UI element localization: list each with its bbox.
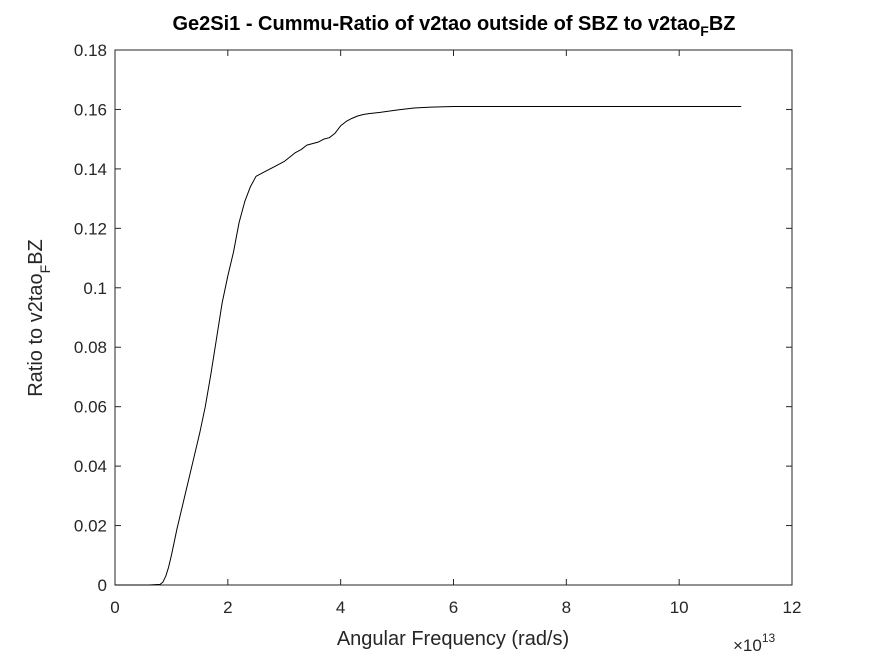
- y-axis-label-main: Ratio to v2tao: [25, 273, 47, 396]
- x-tick-label: 8: [562, 598, 571, 617]
- y-axis: 0 0.02 0.04 0.06 0.08 0.1 0.12 0.14 0.16 0.18: [74, 41, 792, 595]
- y-tick-label: 0.02: [74, 517, 107, 536]
- x-tick-label: 4: [336, 598, 345, 617]
- y-tick-label: 0.12: [74, 219, 107, 238]
- x-axis-label: Angular Frequency (rad/s): [337, 628, 569, 650]
- x-axis: 0 2 4 6 8 10 12: [110, 50, 801, 617]
- x-tick-label: 2: [223, 598, 232, 617]
- chart-title-tail: BZ: [709, 13, 736, 35]
- y-tick-label: 0.14: [74, 160, 107, 179]
- series-layer: [115, 105, 742, 586]
- y-tick-label: 0: [98, 576, 107, 595]
- y-tick-label: 0.18: [74, 41, 107, 60]
- x-exponent-base: ×10: [733, 636, 762, 655]
- chart-title-main: Ge2Si1 - Cummu-Ratio of v2tao outside of…: [172, 13, 700, 35]
- y-tick-label: 0.08: [74, 338, 107, 357]
- x-tick-label: 10: [670, 598, 689, 617]
- x-tick-label: 12: [783, 598, 802, 617]
- svg-text:Ge2Si1 - Cummu-Ratio of v2tao: Ge2Si1 - Cummu-Ratio of v2tao outside of…: [172, 13, 735, 39]
- y-axis-label: Ratio to v2taoFBZ: [25, 239, 53, 397]
- x-exponent-power: 13: [762, 631, 776, 645]
- chart-title: Ge2Si1 - Cummu-Ratio of v2tao outside of…: [172, 13, 735, 39]
- y-axis-label-tail: BZ: [25, 239, 47, 265]
- chart-title-subscript: F: [700, 23, 709, 39]
- x-tick-label: 6: [449, 598, 458, 617]
- y-axis-label-subscript: F: [37, 265, 53, 274]
- y-tick-label: 0.06: [74, 398, 107, 417]
- y-tick-label: 0.16: [74, 100, 107, 119]
- plot-area: [114, 49, 793, 586]
- y-tick-label: 0.04: [74, 457, 107, 476]
- x-axis-exponent: ×1013: [733, 631, 776, 655]
- series-line: [115, 105, 742, 586]
- y-tick-label: 0.1: [83, 279, 107, 298]
- x-tick-label: 0: [110, 598, 119, 617]
